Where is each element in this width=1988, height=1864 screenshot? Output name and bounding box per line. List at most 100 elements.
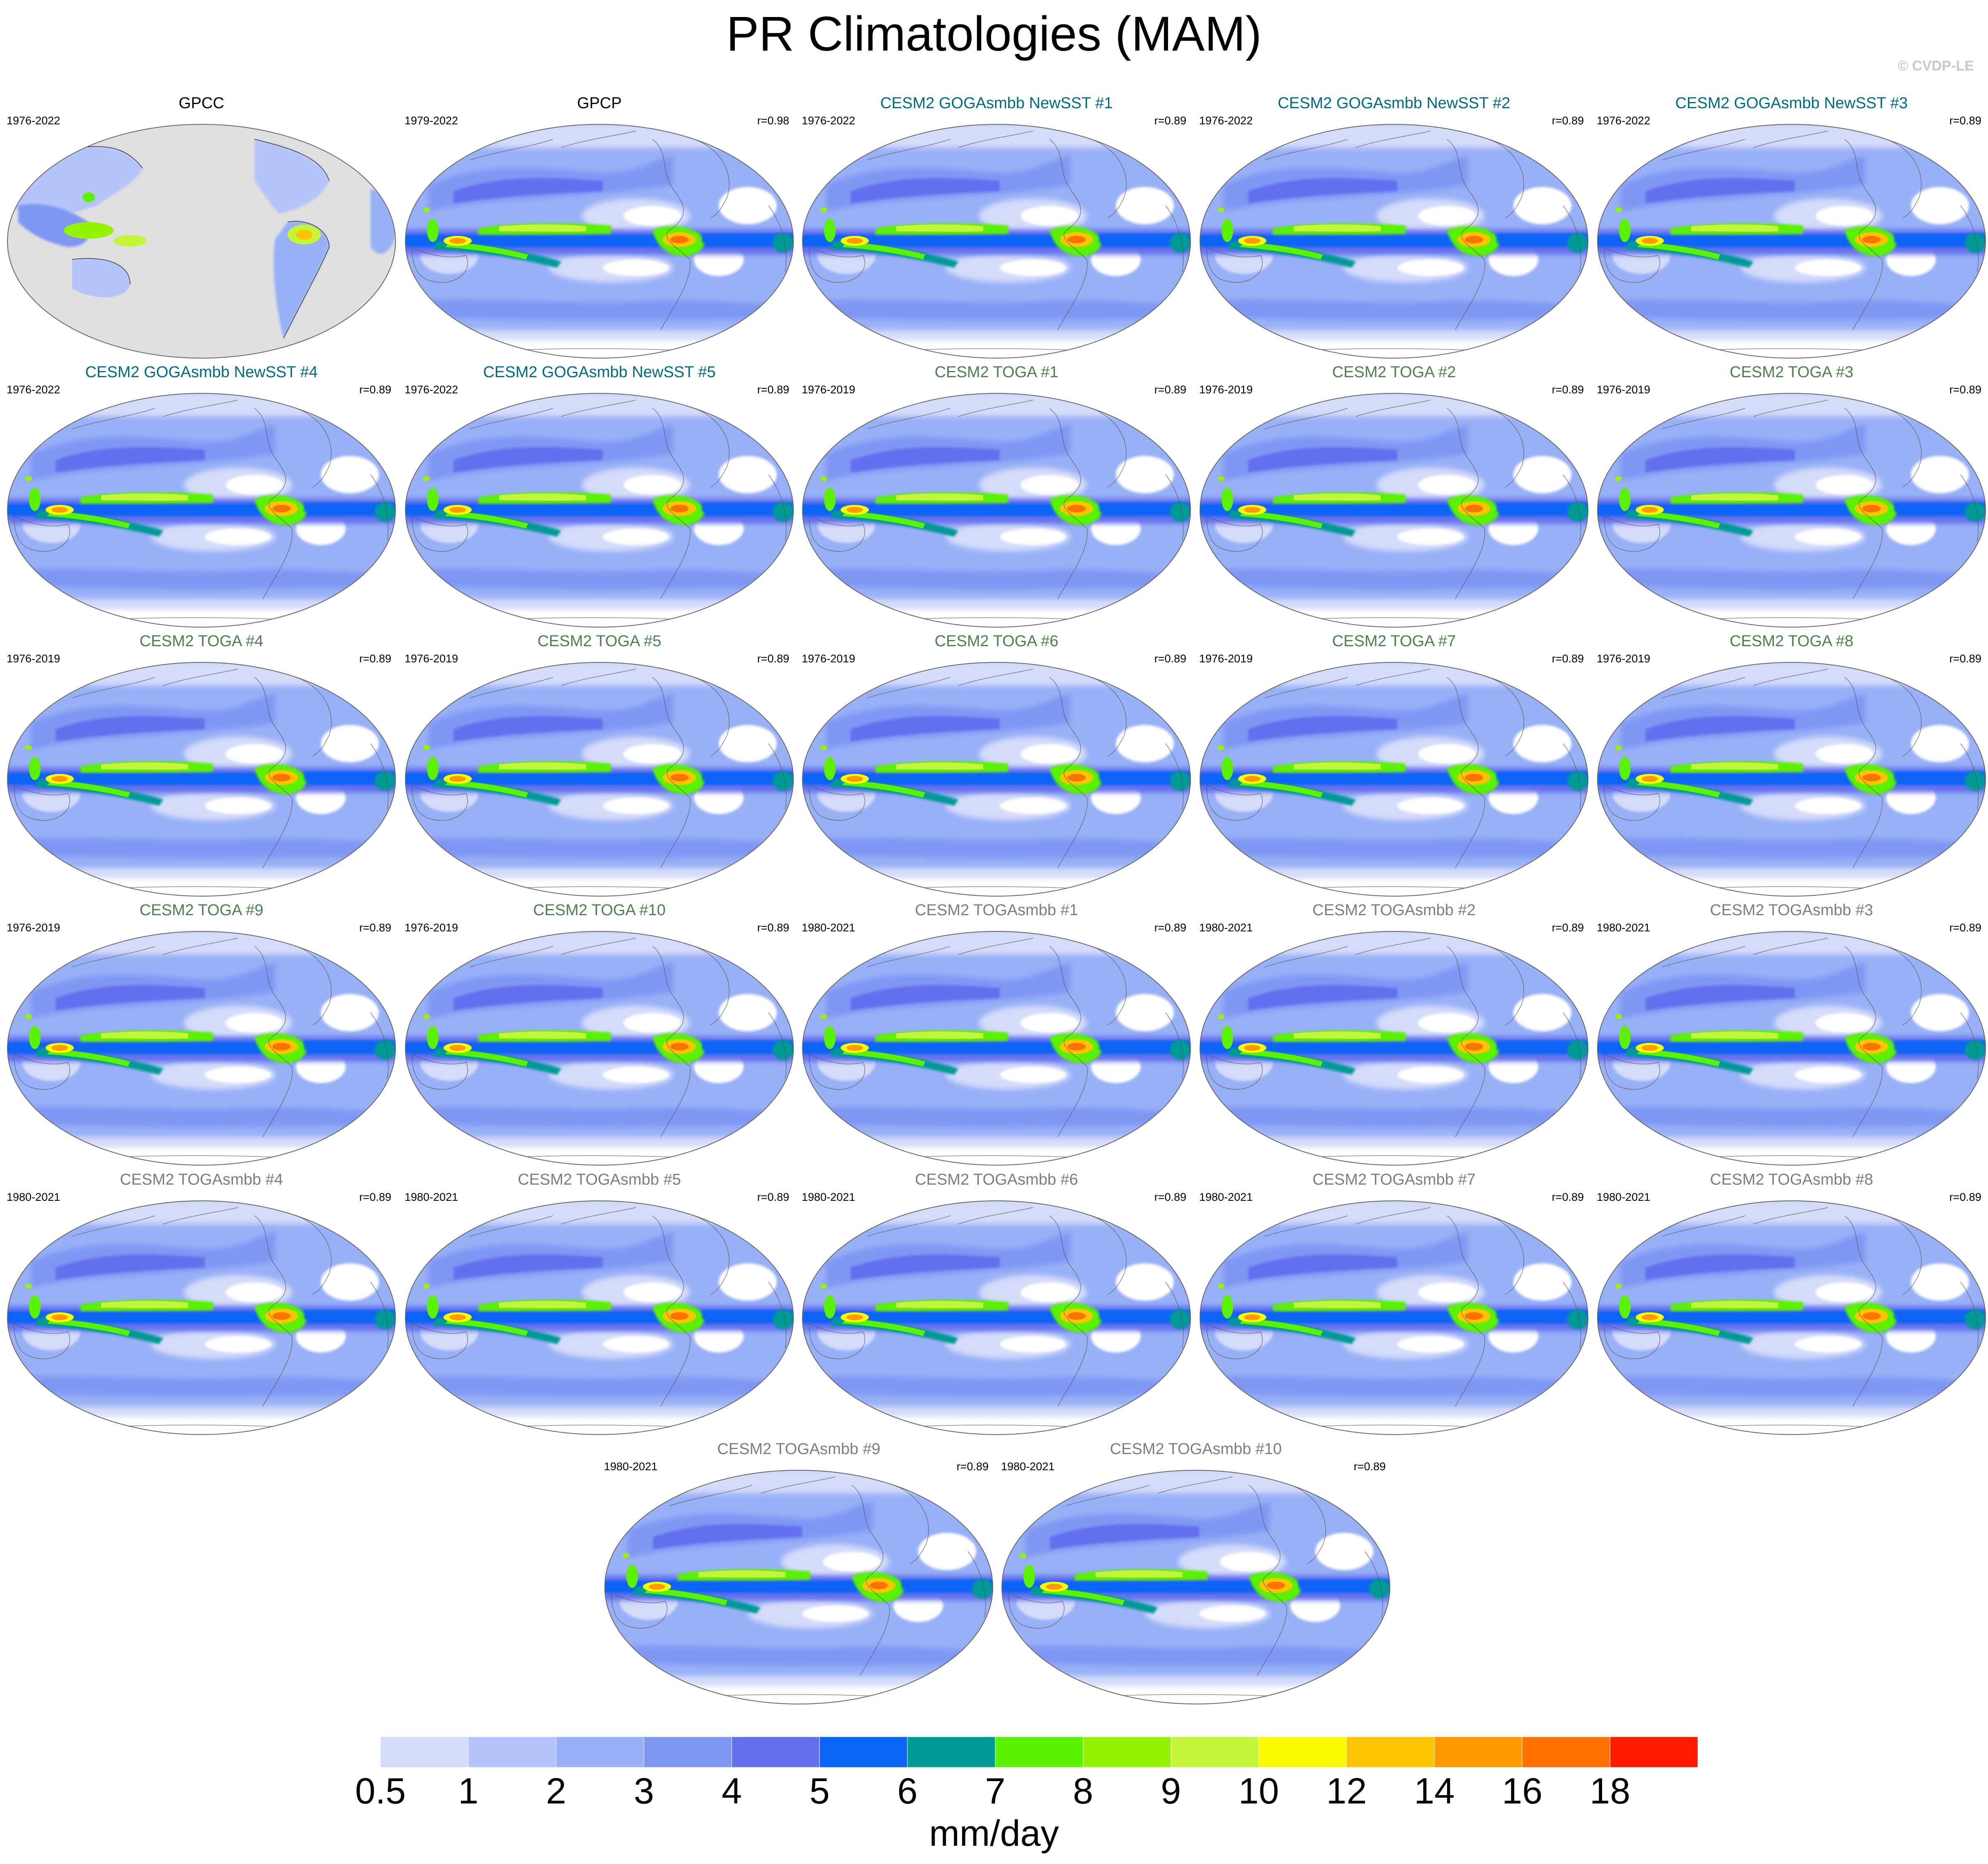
colorbar-tick-label: 2 [546,1770,567,1811]
precipitation-map [405,931,794,1166]
map-panel: CESM2 TOGA #3 1976-2019 r=0.89 [1596,364,1987,629]
panel-years: 1980-2021 [1597,1191,1651,1203]
figure-title: PR Climatologies (MAM) [726,7,1262,61]
panel-years: 1976-2019 [1199,383,1253,396]
panel-correlation: r=0.89 [956,1460,989,1473]
colorbar-swatch [292,1736,381,1768]
panel-years: 1976-2019 [405,652,458,665]
precipitation-map [405,1200,794,1435]
colorbar-swatch [468,1736,557,1768]
colorbar-swatch [1346,1736,1435,1768]
colorbar-swatch [556,1736,644,1768]
panel-correlation: r=0.89 [757,921,789,934]
panel-title: CESM2 TOGA #5 [537,633,662,650]
panel-years: 1980-2021 [802,1191,856,1203]
panel-correlation: r=0.89 [359,652,391,665]
credit-label: © CVDP-LE [1898,58,1974,74]
panel-correlation: r=0.89 [757,652,789,665]
colorbar-swatch [1522,1736,1610,1768]
colorbar-swatch [819,1736,908,1768]
panel-title: CESM2 TOGA #3 [1729,364,1854,381]
panel-years: 1980-2021 [7,1191,61,1203]
panel-title: CESM2 TOGA #4 [139,633,264,650]
panel-correlation: r=0.89 [1949,652,1981,665]
panel-correlation: r=0.89 [1949,114,1981,127]
panel-title: CESM2 TOGAsmbb #9 [717,1440,880,1458]
panel-title: CESM2 TOGA #7 [1332,633,1456,650]
panel-correlation: r=0.89 [1154,114,1186,127]
panel-correlation: r=0.89 [757,1191,789,1203]
panel-correlation: r=0.89 [1154,921,1186,934]
precipitation-map [405,124,794,359]
colorbar-tick-label: 5 [809,1770,830,1811]
colorbar-swatch [644,1736,732,1768]
panel-title: CESM2 TOGAsmbb #6 [915,1171,1078,1188]
colorbar-tick-label: 16 [1502,1770,1543,1811]
precipitation-map [1200,931,1588,1166]
panel-years: 1976-2019 [7,921,61,934]
precipitation-map [1200,662,1588,897]
precipitation-map [1001,1470,1390,1704]
panel-title: GPCP [577,95,622,112]
panel-title: CESM2 TOGAsmbb #3 [1710,902,1873,919]
panel-years: 1980-2021 [802,921,856,934]
map-panel: CESM2 TOGAsmbb #7 1980-2021 r=0.89 [1198,1171,1590,1436]
map-panel: CESM2 TOGA #1 1976-2019 r=0.89 [801,364,1192,629]
panel-title: CESM2 GOGAsmbb NewSST #5 [483,364,716,381]
panel-title: CESM2 TOGAsmbb #7 [1312,1171,1476,1188]
map-panel: CESM2 TOGAsmbb #10 1980-2021 r=0.89 [1000,1440,1392,1706]
panel-correlation: r=0.89 [359,921,391,934]
panel-title: CESM2 TOGA #9 [139,902,264,919]
precipitation-map [1597,393,1986,628]
map-panel: CESM2 TOGAsmbb #2 1980-2021 r=0.89 [1198,902,1590,1167]
precipitation-map [802,1200,1191,1435]
colorbar-tick-label: 6 [897,1770,918,1811]
map-panel: GPCP 1979-2022 r=0.98 [404,95,795,360]
panel-title: CESM2 TOGAsmbb #5 [518,1171,681,1188]
precipitation-map [802,931,1191,1166]
colorbar-tick-label: 4 [721,1770,742,1811]
map-panel: CESM2 TOGA #8 1976-2019 r=0.89 [1596,633,1987,898]
panel-title: CESM2 TOGA #8 [1729,633,1854,650]
colorbar-swatch [731,1736,820,1768]
precipitation-map [802,662,1191,897]
panel-years: 1976-2022 [7,383,61,396]
panel-years: 1976-2019 [7,652,61,665]
panel-years: 1980-2021 [1597,921,1651,934]
map-panel: CESM2 TOGAsmbb #6 1980-2021 r=0.89 [801,1171,1192,1436]
map-panel: CESM2 GOGAsmbb NewSST #2 1976-2022 r=0.89 [1198,95,1590,360]
precipitation-map [1200,393,1588,628]
map-panel: CESM2 TOGAsmbb #3 1980-2021 r=0.89 [1596,902,1987,1167]
panel-correlation: r=0.89 [359,383,391,396]
panel-title: CESM2 TOGAsmbb #8 [1710,1171,1873,1188]
precipitation-map [1597,124,1986,359]
precipitation-map [7,931,396,1166]
precipitation-map [1200,1200,1588,1435]
panel-correlation: r=0.89 [359,1191,391,1203]
precipitation-map [1200,124,1588,359]
map-panel: CESM2 GOGAsmbb NewSST #3 1976-2022 r=0.89 [1596,95,1987,360]
panel-title: CESM2 TOGAsmbb #1 [915,902,1078,919]
panel-correlation: r=0.89 [1353,1460,1386,1473]
colorbar-tick-label: 0.5 [355,1770,406,1811]
panel-correlation: r=0.89 [757,383,789,396]
map-panel: CESM2 GOGAsmbb NewSST #4 1976-2022 r=0.89 [6,364,397,629]
panel-years: 1980-2021 [1001,1460,1055,1473]
panel-correlation: r=0.89 [1154,383,1186,396]
precipitation-map [405,393,794,628]
colorbar-swatch [995,1736,1084,1768]
colorbar-units: mm/day [929,1813,1059,1854]
panel-years: 1976-2022 [7,114,61,127]
panel-years: 1980-2021 [604,1460,658,1473]
panel-title: CESM2 GOGAsmbb NewSST #4 [85,364,318,381]
panel-years: 1976-2022 [1597,114,1651,127]
map-panel: CESM2 TOGAsmbb #8 1980-2021 r=0.89 [1596,1171,1987,1436]
precipitation-map [7,124,396,359]
precipitation-map [1597,931,1986,1166]
colorbar-swatch [1610,1736,1698,1768]
panel-years: 1976-2019 [1597,652,1651,665]
colorbar-tick-label: 9 [1161,1770,1181,1811]
panel-years: 1976-2019 [405,921,458,934]
panel-years: 1976-2022 [802,114,856,127]
colorbar-tick-label: 18 [1590,1770,1631,1811]
